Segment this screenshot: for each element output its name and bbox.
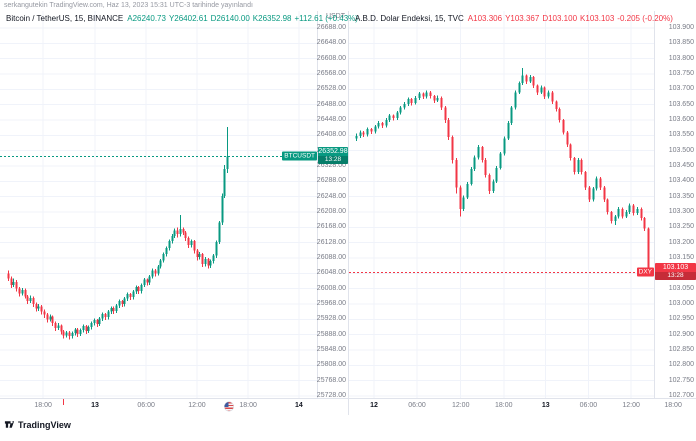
symbol-title[interactable]: A.B.D. Dolar Endeksi, 15, TVC bbox=[355, 14, 464, 23]
price-tick-label: 25968.00 bbox=[316, 300, 346, 307]
price-tick-label: 103.700 bbox=[668, 85, 694, 93]
price-tick-label: 103.500 bbox=[668, 146, 694, 154]
price-tick-label: 103.800 bbox=[668, 54, 694, 62]
ohlc-close: K26352.98 bbox=[252, 14, 292, 23]
ohlc-low: D103.100 bbox=[542, 14, 578, 23]
time-tick-label: 12:00 bbox=[451, 402, 470, 409]
price-axis-dxy[interactable]: 103.900 103.850 103.800 103.750 103.700 103.6… bbox=[654, 11, 696, 399]
candlestick-chart-btcusdt[interactable]: BTCUSDT bbox=[0, 11, 318, 399]
price-tick-label: 103.450 bbox=[668, 162, 694, 169]
price-tick-label: 102.950 bbox=[668, 315, 694, 323]
time-tick-label: 12 bbox=[370, 402, 378, 409]
ohlc-low: D26140.00 bbox=[210, 14, 250, 23]
time-tick-label: 12:00 bbox=[188, 402, 206, 409]
time-tick-label: 06:00 bbox=[579, 402, 598, 409]
price-tick-label: 102.800 bbox=[668, 361, 694, 369]
time-tick-label: 13 bbox=[91, 402, 99, 409]
time-axis-dxy[interactable]: 12 06:00 12:00 18:00 13 06:00 12:00 18:00 bbox=[349, 398, 696, 415]
last-price-symbol-tag[interactable]: DXY bbox=[636, 267, 654, 277]
price-tick-label: 103.250 bbox=[668, 223, 694, 231]
price-tick-label: 26408.00 bbox=[316, 131, 346, 139]
price-tick-label: 102.850 bbox=[668, 346, 694, 353]
last-price-symbol-tag[interactable]: BTCUSDT bbox=[282, 151, 317, 161]
session-break-marker bbox=[62, 399, 64, 405]
price-tick-label: 26168.00 bbox=[316, 223, 346, 231]
price-tick-label: 103.600 bbox=[668, 116, 694, 123]
change-value: +112.61 (+0.43%) bbox=[294, 14, 358, 23]
chart-panel-dxy: A.B.D. Dolar Endeksi, 15, TVC A103.306 Y10… bbox=[348, 11, 696, 415]
price-tick-label: 103.050 bbox=[668, 284, 694, 292]
price-tick-label: 103.850 bbox=[668, 39, 694, 47]
price-tick-label: 25728.00 bbox=[316, 392, 346, 399]
price-tick-label: 26688.00 bbox=[316, 24, 346, 31]
price-axis-unit: USDT bbox=[325, 13, 345, 20]
price-tick-label: 103.400 bbox=[668, 177, 694, 185]
publication-note: serkangutekin TradingView.com, Haz 13, 2… bbox=[4, 2, 253, 9]
price-tick-label: 103.300 bbox=[668, 208, 694, 215]
price-tick-label: 102.900 bbox=[668, 330, 694, 338]
price-tick-label: 26128.00 bbox=[316, 238, 346, 246]
price-tick-label: 26448.00 bbox=[316, 116, 346, 123]
price-tick-label: 103.350 bbox=[668, 192, 694, 200]
time-tick-label: 18:00 bbox=[494, 402, 513, 409]
time-tick-label: 13 bbox=[541, 402, 550, 409]
time-tick-label: 12:00 bbox=[622, 402, 640, 409]
price-tick-label: 103.750 bbox=[668, 70, 694, 77]
us-flag-event-icon[interactable] bbox=[224, 402, 234, 411]
price-tick-label: 26568.00 bbox=[316, 70, 346, 77]
price-tick-label: 26608.00 bbox=[316, 54, 346, 62]
brand-name: TradingView bbox=[18, 419, 71, 430]
price-tick-label: 26328.00 bbox=[316, 162, 346, 169]
symbol-title[interactable]: Bitcoin / TetherUS, 15, BINANCE bbox=[6, 14, 124, 23]
price-tick-label: 103.200 bbox=[668, 238, 694, 246]
price-tick-label: 25768.00 bbox=[316, 376, 346, 384]
price-tick-label: 102.750 bbox=[668, 376, 694, 384]
price-tick-label: 25808.00 bbox=[316, 361, 346, 369]
time-axis-btcusdt[interactable]: 18:00 13 06:00 12:00 18:00 14 bbox=[0, 398, 348, 415]
tradingview-logo[interactable]: TradingView bbox=[4, 419, 71, 430]
ohlc-open: A103.306 bbox=[467, 14, 503, 23]
charts-row: Bitcoin / TetherUS, 15, BINANCE A26240.73… bbox=[0, 11, 696, 415]
price-tick-label: 26248.00 bbox=[316, 192, 346, 200]
chart-panel-btcusdt: Bitcoin / TetherUS, 15, BINANCE A26240.73… bbox=[0, 11, 358, 415]
ohlc-high: Y103.367 bbox=[505, 14, 540, 23]
price-tick-label: 103.650 bbox=[668, 100, 694, 108]
price-tick-label: 26008.00 bbox=[316, 284, 346, 292]
time-tick-label: 18:00 bbox=[34, 402, 52, 409]
price-axis-btcusdt[interactable]: USDT 26688.00 26648.00 26608.00 26568.00 265… bbox=[317, 11, 348, 399]
time-tick-label: 14 bbox=[295, 402, 303, 409]
price-tick-label: 26528.00 bbox=[316, 85, 346, 93]
time-tick-label: 06:00 bbox=[408, 402, 426, 409]
time-tick-label: 18:00 bbox=[239, 402, 257, 409]
last-price-label[interactable]: 103.103 13:28 bbox=[655, 263, 696, 281]
price-tick-label: 26488.00 bbox=[316, 100, 346, 108]
last-price-label[interactable]: 26352.98 13:28 bbox=[318, 147, 348, 165]
legend-dxy: A.B.D. Dolar Endeksi, 15, TVC A103.306 Y10… bbox=[355, 14, 676, 23]
ohlc-close: K103.103 bbox=[580, 14, 615, 23]
price-tick-label: 25848.00 bbox=[316, 346, 346, 353]
price-tick-label: 103.000 bbox=[668, 300, 694, 307]
price-tick-label: 26088.00 bbox=[316, 254, 346, 261]
ohlc-high: Y26402.61 bbox=[168, 14, 208, 23]
price-tick-label: 103.150 bbox=[668, 254, 694, 261]
tradingview-logo-icon bbox=[4, 421, 15, 428]
legend-btcusdt: Bitcoin / TetherUS, 15, BINANCE A26240.73… bbox=[6, 14, 361, 23]
price-tick-label: 103.900 bbox=[668, 24, 694, 31]
price-tick-label: 26288.00 bbox=[316, 177, 346, 185]
price-tick-label: 26048.00 bbox=[316, 269, 346, 277]
price-tick-label: 26208.00 bbox=[316, 208, 346, 215]
price-tick-label: 102.700 bbox=[668, 392, 694, 399]
price-tick-label: 26648.00 bbox=[316, 39, 346, 47]
candlestick-chart-dxy[interactable]: DXY bbox=[349, 11, 655, 399]
change-value: -0.205 (-0.20%) bbox=[617, 14, 673, 23]
time-tick-label: 06:00 bbox=[137, 402, 155, 409]
footer: TradingView bbox=[0, 415, 696, 441]
price-tick-label: 25888.00 bbox=[316, 330, 346, 338]
price-tick-label: 25928.00 bbox=[316, 315, 346, 323]
time-tick-label: 18:00 bbox=[664, 402, 682, 409]
ohlc-open: A26240.73 bbox=[127, 14, 166, 23]
price-tick-label: 103.550 bbox=[668, 131, 694, 139]
